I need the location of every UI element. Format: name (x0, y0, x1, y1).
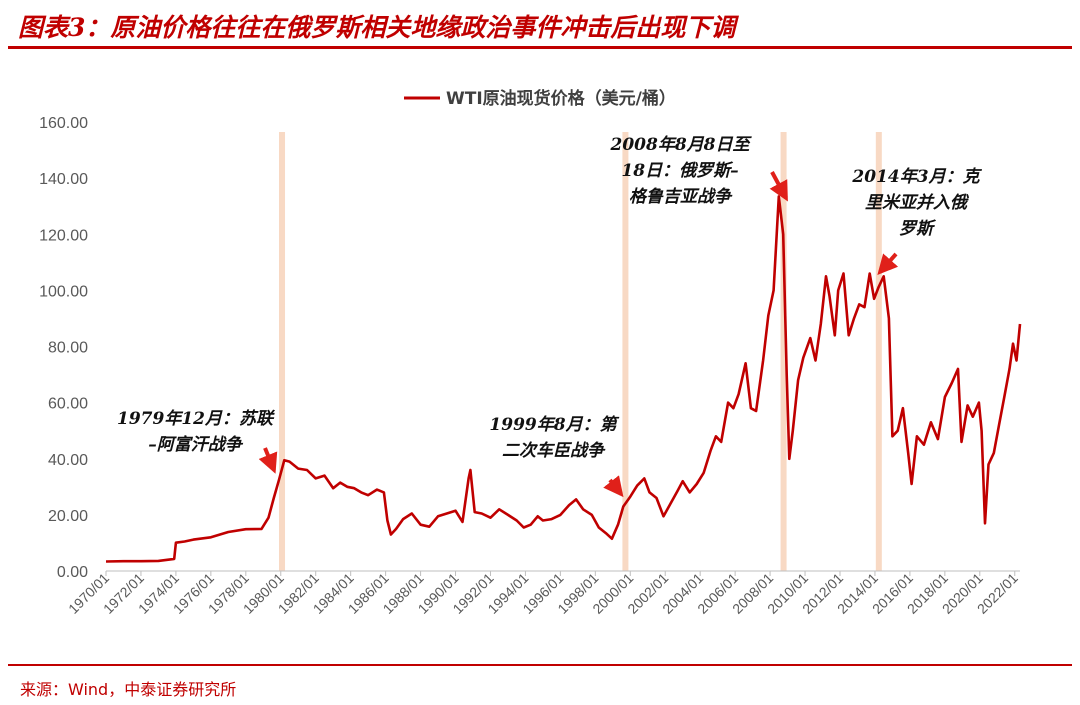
title-divider (8, 46, 1072, 49)
x-axis-ticks: 1970/011972/011974/011976/011978/011980/… (65, 570, 1021, 617)
annotation-1-line-1: 二次车臣战争 (502, 441, 606, 461)
event-band-0 (279, 132, 286, 571)
legend-label: WTI原油现货价格（美元/桶） (446, 88, 676, 109)
y-tick-label-0: 0.00 (57, 564, 88, 581)
annotation-0-arrow (258, 447, 278, 474)
figure-title: 图表3：原油价格往往在俄罗斯相关地缘政治事件冲击后出现下调 (18, 13, 736, 42)
event-bands (279, 132, 882, 571)
event-band-2 (780, 132, 787, 571)
annotation-1-arrow (603, 475, 624, 498)
y-tick-label-8: 160.00 (39, 115, 88, 132)
annotation-2-arrow (769, 171, 788, 202)
series-group (105, 195, 1022, 563)
annotation-2-line-1: 18日：俄罗斯– (621, 161, 738, 181)
annotation-3-line-0: 2014年3月：克 (851, 167, 982, 187)
y-tick-label-1: 20.00 (48, 508, 88, 525)
y-tick-label-7: 140.00 (39, 171, 88, 188)
y-tick-label-4: 80.00 (48, 340, 88, 357)
annotation-0-line-1: –阿富汗战争 (148, 435, 243, 455)
annotation-3-arrow (877, 252, 899, 275)
y-tick-label-3: 60.00 (48, 396, 88, 413)
annotation-2-line-2: 格鲁吉亚战争 (629, 187, 733, 207)
annotation-3-line-1: 里米亚并入俄 (865, 193, 970, 213)
annotation-0-line-0: 1979年12月：苏联 (117, 409, 276, 429)
series-line-0 (105, 195, 1022, 563)
y-tick-label-6: 120.00 (39, 227, 88, 244)
source-note: 来源：Wind，中泰证券研究所 (20, 680, 237, 699)
y-axis-ticks: 0.00 20.00 40.00 60.00 80.00 100.00 120.00 140.… (39, 115, 88, 581)
event-band-1 (622, 132, 629, 571)
y-tick-label-5: 100.00 (39, 283, 88, 300)
footer-divider (8, 664, 1072, 666)
annotation-2-line-0: 2008年8月8日至 (610, 135, 753, 155)
annotation-3-line-2: 罗斯 (899, 219, 937, 239)
y-tick-label-2: 40.00 (48, 452, 88, 469)
event-band-3 (875, 132, 882, 571)
annotation-1-line-0: 1999年8月：第 (489, 415, 619, 435)
legend: WTI原油现货价格（美元/桶） (404, 88, 676, 109)
